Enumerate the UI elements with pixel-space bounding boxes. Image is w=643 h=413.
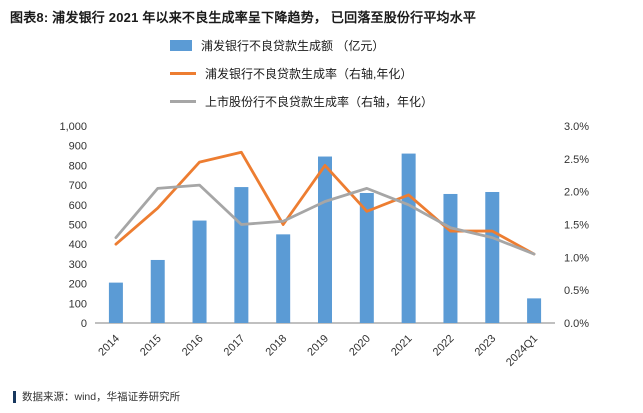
x-axis-label: 2019	[305, 333, 331, 359]
left-axis-tick: 700	[69, 180, 87, 192]
left-axis-tick: 0	[81, 318, 87, 330]
source-note: 数据来源：wind，华福证券研究所	[13, 389, 180, 404]
bar-2014	[108, 282, 123, 323]
x-axis-label: 2017	[222, 333, 248, 359]
source-accent-bar	[13, 390, 16, 403]
left-axis-tick: 400	[69, 239, 87, 251]
x-axis-label: 2021	[389, 333, 415, 359]
bar-2015	[150, 259, 165, 323]
legend-item-2: 上市股份行不良贷款生成率（右轴，年化）	[170, 93, 433, 110]
bar-2023	[485, 191, 500, 323]
legend-line-swatch	[170, 100, 196, 103]
legend-label: 上市股份行不良贷款生成率（右轴，年化）	[205, 95, 434, 109]
x-axis-label: 2016	[180, 333, 206, 359]
left-axis-tick: 300	[69, 259, 87, 271]
right-axis-tick: 2.0%	[564, 187, 589, 199]
x-axis-label: 2024Q1	[504, 333, 540, 369]
legend-bar-swatch	[170, 40, 192, 51]
legend-label: 浦发银行不良贷款生成率（右轴,年化）	[205, 67, 413, 81]
left-axis-tick: 200	[69, 279, 87, 291]
chart-title: 图表8: 浦发银行 2021 年以来不良生成率呈下降趋势， 已回落至股份行平均水…	[10, 10, 477, 25]
legend-label: 浦发银行不良贷款生成额 （亿元）	[201, 39, 385, 53]
right-axis-tick: 1.5%	[564, 220, 589, 232]
left-axis-tick: 100	[69, 298, 87, 310]
bar-2022	[443, 193, 458, 323]
source-text: 数据来源：wind，华福证券研究所	[22, 391, 181, 403]
bar-2024Q1	[527, 298, 542, 323]
legend-item-1: 浦发银行不良贷款生成率（右轴,年化）	[170, 65, 433, 82]
right-axis-tick: 0.5%	[564, 285, 589, 297]
left-axis-tick: 800	[69, 160, 87, 172]
left-axis-tick: 1,000	[59, 121, 87, 133]
bar-2021	[401, 153, 416, 323]
bar-2019	[318, 156, 332, 323]
left-axis-tick: 600	[69, 200, 87, 212]
chart-legend: 浦发银行不良贷款生成额 （亿元） 浦发银行不良贷款生成率（右轴,年化） 上市股份行不…	[170, 37, 433, 110]
right-axis-tick: 2.5%	[564, 154, 589, 166]
x-axis-label: 2022	[431, 333, 457, 359]
bar-2018	[276, 234, 291, 323]
x-axis-label: 2015	[138, 333, 164, 359]
x-axis-label: 2020	[347, 333, 373, 359]
x-axis-label: 2018	[264, 333, 290, 359]
legend-line-swatch	[170, 72, 196, 75]
x-axis-label: 2014	[96, 333, 122, 359]
right-axis-tick: 3.0%	[564, 121, 589, 133]
line-series-1	[114, 183, 536, 256]
chart-canvas: 0 100 200 300 400 500 600 700 800 900 1,000 0.0% 0.5…	[59, 121, 589, 369]
bar-2016	[192, 220, 207, 323]
bar-2017	[234, 187, 249, 323]
legend-item-0: 浦发银行不良贷款生成额 （亿元）	[170, 37, 433, 54]
right-axis-tick: 0.0%	[564, 318, 589, 330]
right-axis-tick: 1.0%	[564, 252, 589, 264]
left-axis-tick: 900	[69, 141, 87, 153]
x-axis-label: 2023	[473, 333, 499, 359]
bar-2020	[359, 192, 374, 323]
left-axis-tick: 500	[69, 220, 87, 232]
